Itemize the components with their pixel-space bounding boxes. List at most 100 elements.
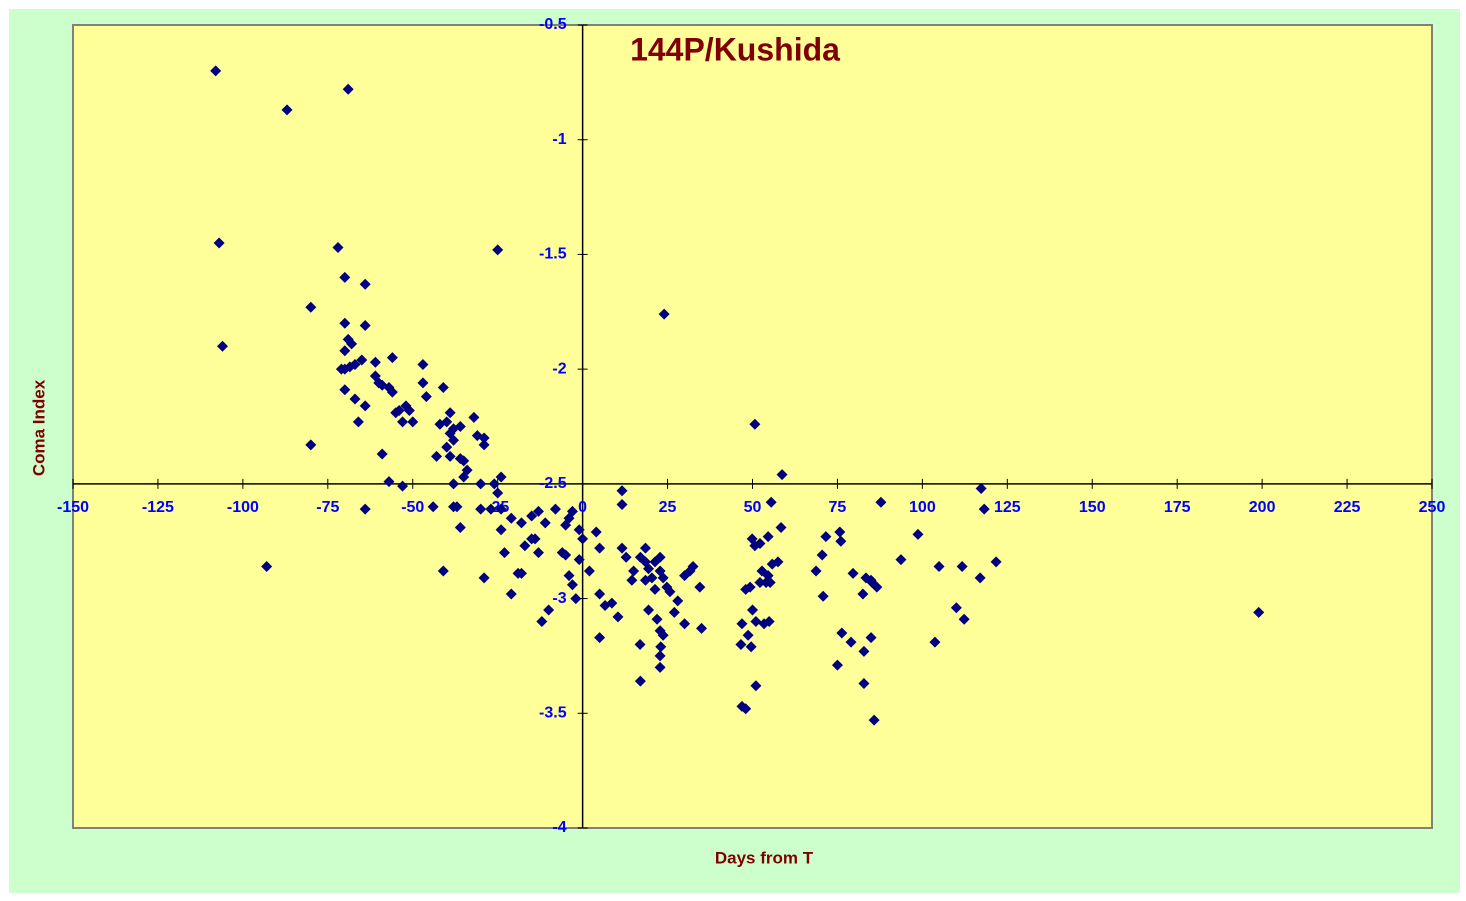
point <box>349 359 361 371</box>
point <box>639 542 651 554</box>
point <box>606 597 618 609</box>
point <box>776 469 788 481</box>
point <box>750 616 762 628</box>
point <box>573 554 585 566</box>
x-tick-label: 100 <box>909 499 936 516</box>
point <box>573 524 585 536</box>
point <box>492 244 504 256</box>
point <box>742 629 754 641</box>
point <box>974 572 986 584</box>
point <box>441 441 453 453</box>
point <box>281 104 293 116</box>
point <box>359 400 371 412</box>
point <box>458 471 470 483</box>
point <box>488 478 500 490</box>
point <box>775 521 787 533</box>
point <box>339 384 351 396</box>
point <box>658 308 670 320</box>
point <box>744 581 756 593</box>
point <box>764 577 776 589</box>
point <box>649 583 661 595</box>
point <box>762 531 774 543</box>
point <box>431 450 443 462</box>
point <box>836 627 848 639</box>
point <box>871 581 883 593</box>
point <box>458 455 470 467</box>
point <box>386 352 398 364</box>
point <box>478 572 490 584</box>
point <box>566 579 578 591</box>
point <box>437 565 449 577</box>
point <box>444 407 456 419</box>
point <box>654 661 666 673</box>
point <box>383 476 395 488</box>
point <box>332 242 344 254</box>
point <box>1253 606 1265 618</box>
point <box>213 237 225 249</box>
point <box>816 549 828 561</box>
point <box>563 570 575 582</box>
point <box>620 551 632 563</box>
point <box>495 524 507 536</box>
point <box>654 551 666 563</box>
point <box>590 526 602 538</box>
x-tick-label: -100 <box>227 499 259 516</box>
point <box>820 531 832 543</box>
y-tick-label: -1 <box>552 131 566 148</box>
y-tick-label: -1.5 <box>539 246 567 263</box>
point <box>664 586 676 598</box>
point <box>763 616 775 628</box>
point <box>616 499 628 511</box>
point <box>536 616 548 628</box>
point <box>532 547 544 559</box>
point <box>448 434 460 446</box>
point <box>858 645 870 657</box>
point <box>657 629 669 641</box>
point <box>305 439 317 451</box>
point <box>626 574 638 586</box>
point <box>654 650 666 662</box>
point <box>990 556 1002 568</box>
x-tick-label: 200 <box>1249 499 1276 516</box>
x-tick-label: 75 <box>829 499 847 516</box>
point <box>492 487 504 499</box>
point <box>912 528 924 540</box>
point <box>359 503 371 515</box>
point <box>359 278 371 290</box>
point <box>485 503 497 515</box>
point <box>754 538 766 550</box>
point <box>594 542 606 554</box>
point <box>583 565 595 577</box>
point <box>834 526 846 538</box>
point <box>956 560 968 572</box>
point <box>519 540 531 552</box>
point <box>526 533 538 545</box>
point <box>349 393 361 405</box>
point <box>745 641 757 653</box>
x-tick-label: -125 <box>142 499 174 516</box>
point <box>515 517 527 529</box>
point <box>532 505 544 517</box>
point <box>634 638 646 650</box>
point <box>305 301 317 313</box>
point <box>339 317 351 329</box>
x-tick-label: 25 <box>659 499 677 516</box>
point <box>386 386 398 398</box>
point <box>498 547 510 559</box>
point <box>397 480 409 492</box>
point <box>747 604 758 616</box>
x-tick-label: 225 <box>1334 499 1361 516</box>
point <box>448 478 460 490</box>
point <box>643 563 655 575</box>
point <box>495 503 507 515</box>
point <box>352 416 364 428</box>
chart-title: 144P/Kushida <box>630 31 840 67</box>
point <box>750 680 762 692</box>
point <box>543 604 555 616</box>
point <box>261 560 273 572</box>
point <box>651 613 663 625</box>
point <box>342 83 354 95</box>
point <box>612 611 624 623</box>
